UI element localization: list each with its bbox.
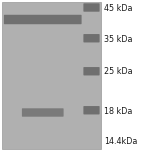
Text: 35 kDa: 35 kDa	[104, 34, 133, 43]
Text: 18 kDa: 18 kDa	[104, 106, 133, 116]
Text: 14.4kDa: 14.4kDa	[104, 137, 138, 146]
Bar	[2, 2, 100, 148]
FancyBboxPatch shape	[83, 34, 100, 42]
FancyBboxPatch shape	[83, 67, 100, 75]
FancyBboxPatch shape	[83, 106, 100, 114]
FancyBboxPatch shape	[83, 3, 100, 12]
Text: 25 kDa: 25 kDa	[104, 68, 133, 76]
FancyBboxPatch shape	[22, 108, 64, 117]
FancyBboxPatch shape	[4, 15, 82, 24]
Text: 45 kDa: 45 kDa	[104, 4, 133, 13]
